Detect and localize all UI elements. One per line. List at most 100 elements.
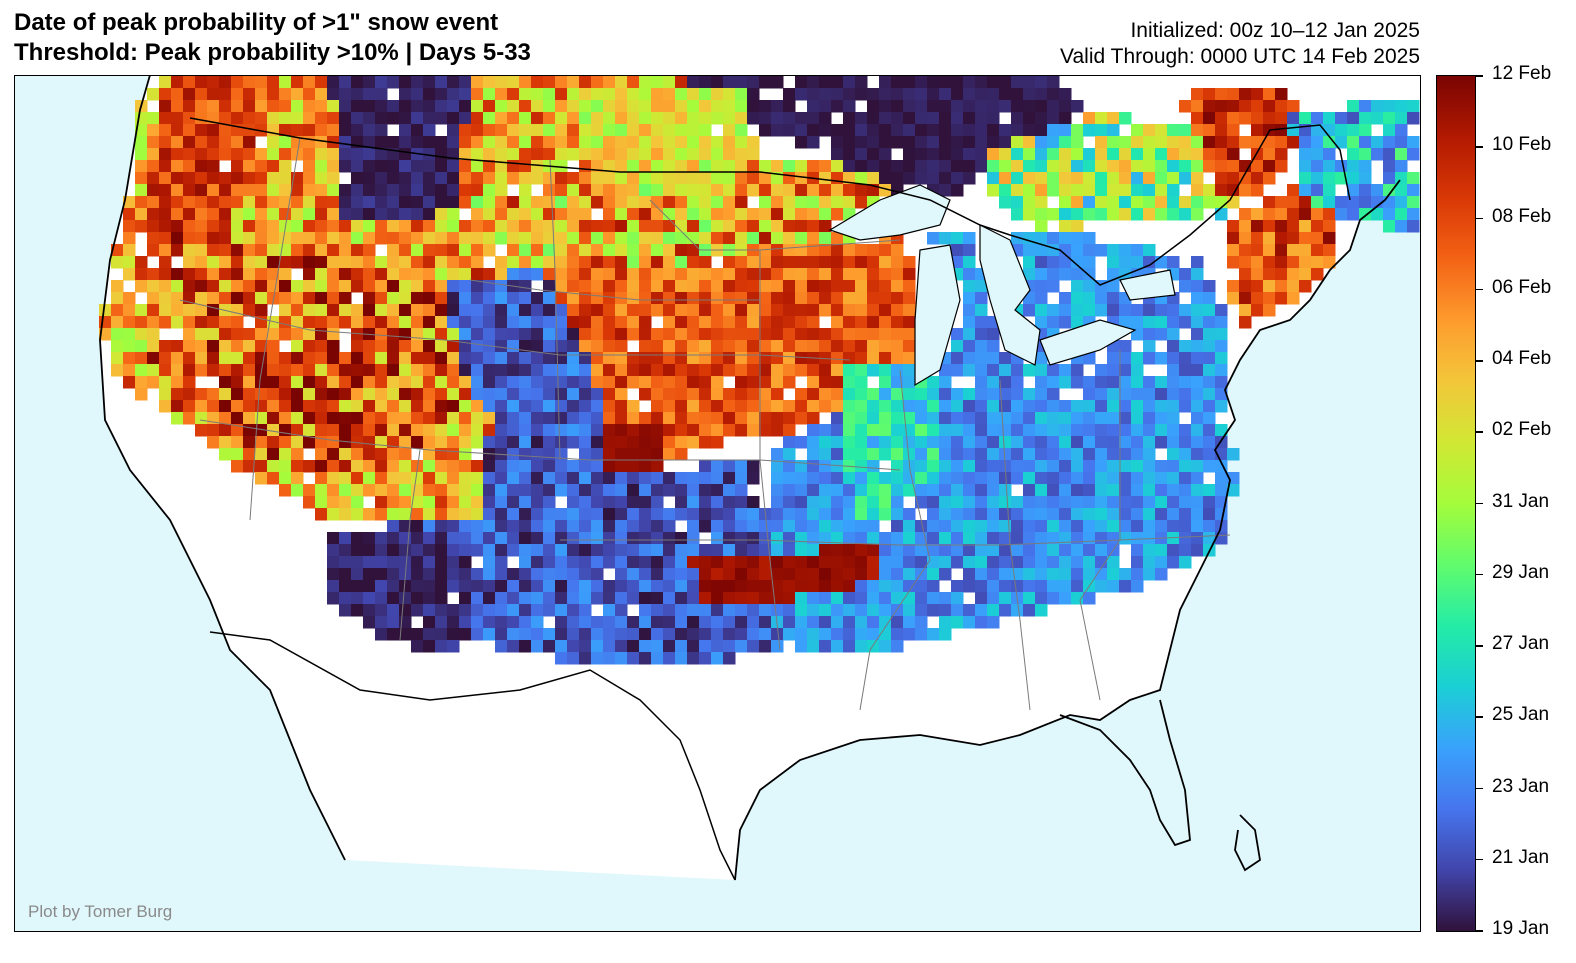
data-cell: [1287, 244, 1300, 257]
data-cell: [603, 412, 616, 425]
data-cell: [687, 124, 700, 137]
data-cell: [1359, 136, 1372, 149]
data-cell: [879, 172, 892, 185]
data-cell: [1131, 388, 1144, 401]
data-cell: [531, 628, 544, 641]
data-cell: [711, 316, 724, 329]
data-cell: [363, 148, 376, 161]
data-cell: [363, 448, 376, 461]
data-cell: [531, 352, 544, 365]
data-cell: [723, 532, 736, 545]
data-cell: [1323, 208, 1336, 221]
data-cell: [219, 352, 232, 365]
data-cell: [207, 364, 220, 377]
data-cell: [1059, 220, 1072, 233]
data-cell: [507, 136, 520, 149]
data-cell: [291, 208, 304, 221]
data-cell: [159, 280, 172, 293]
data-cell: [843, 520, 856, 533]
data-cell: [1023, 268, 1036, 281]
data-cell: [1059, 160, 1072, 173]
data-cell: [135, 352, 148, 365]
data-cell: [471, 304, 484, 317]
data-cell: [1347, 124, 1360, 137]
data-cell: [1047, 364, 1060, 377]
data-cell: [723, 136, 736, 149]
data-cell: [1215, 376, 1228, 389]
data-cell: [819, 268, 832, 281]
data-cell: [975, 580, 988, 593]
data-cell: [507, 508, 520, 521]
data-cell: [567, 148, 580, 161]
data-cell: [1143, 160, 1156, 173]
data-cell: [879, 580, 892, 593]
data-cell: [1287, 256, 1300, 269]
data-cell: [1263, 196, 1276, 209]
data-cell: [591, 340, 604, 353]
data-cell: [1179, 556, 1192, 569]
data-cell: [1275, 88, 1288, 101]
data-cell: [519, 244, 532, 257]
data-cell: [267, 328, 280, 341]
data-cell: [663, 508, 676, 521]
data-cell: [723, 184, 736, 197]
data-cell: [567, 352, 580, 365]
data-cell: [987, 160, 1000, 173]
data-cell: [579, 556, 592, 569]
great-lakes: [828, 184, 1176, 387]
data-cell: [315, 352, 328, 365]
data-cell: [363, 364, 376, 377]
data-cell: [627, 508, 640, 521]
data-cell: [1251, 220, 1264, 233]
data-cell: [399, 352, 412, 365]
data-cell: [183, 88, 196, 101]
data-cell: [363, 304, 376, 317]
data-cell: [543, 508, 556, 521]
data-cell: [1191, 412, 1204, 425]
data-cell: [555, 148, 568, 161]
data-cell: [951, 136, 964, 149]
data-cell: [867, 304, 880, 317]
data-cell: [411, 316, 424, 329]
data-cell: [1059, 100, 1072, 113]
data-cell: [423, 460, 436, 473]
data-cell: [363, 484, 376, 497]
data-cell: [771, 244, 784, 257]
data-cell: [1059, 136, 1072, 149]
data-cell: [579, 112, 592, 125]
data-cell: [903, 412, 916, 425]
data-cell: [1011, 88, 1024, 101]
data-cell: [1287, 292, 1300, 305]
data-cell: [1167, 556, 1180, 569]
data-cell: [1119, 196, 1132, 209]
data-cell: [531, 388, 544, 401]
data-cell: [471, 616, 484, 629]
data-cell: [591, 520, 604, 533]
data-cell: [315, 292, 328, 305]
data-cell: [903, 400, 916, 413]
data-cell: [1275, 208, 1288, 221]
data-cell: [555, 460, 568, 473]
data-cell: [495, 376, 508, 389]
data-cell: [351, 544, 364, 557]
data-cell: [615, 496, 628, 509]
data-cell: [1167, 460, 1180, 473]
data-cell: [267, 388, 280, 401]
data-cell: [1119, 256, 1132, 269]
data-cell: [675, 160, 688, 173]
data-cell: [447, 304, 460, 317]
data-cell: [1383, 112, 1396, 125]
data-cell: [807, 280, 820, 293]
data-cell: [255, 160, 268, 173]
data-cell: [999, 196, 1012, 209]
data-cell: [855, 628, 868, 641]
data-cell: [699, 364, 712, 377]
data-cell: [1035, 436, 1048, 449]
data-cell: [999, 88, 1012, 101]
data-cell: [243, 244, 256, 257]
data-cell: [819, 304, 832, 317]
data-cell: [867, 604, 880, 617]
data-cell: [795, 604, 808, 617]
data-cell: [723, 304, 736, 317]
data-cell: [1095, 412, 1108, 425]
